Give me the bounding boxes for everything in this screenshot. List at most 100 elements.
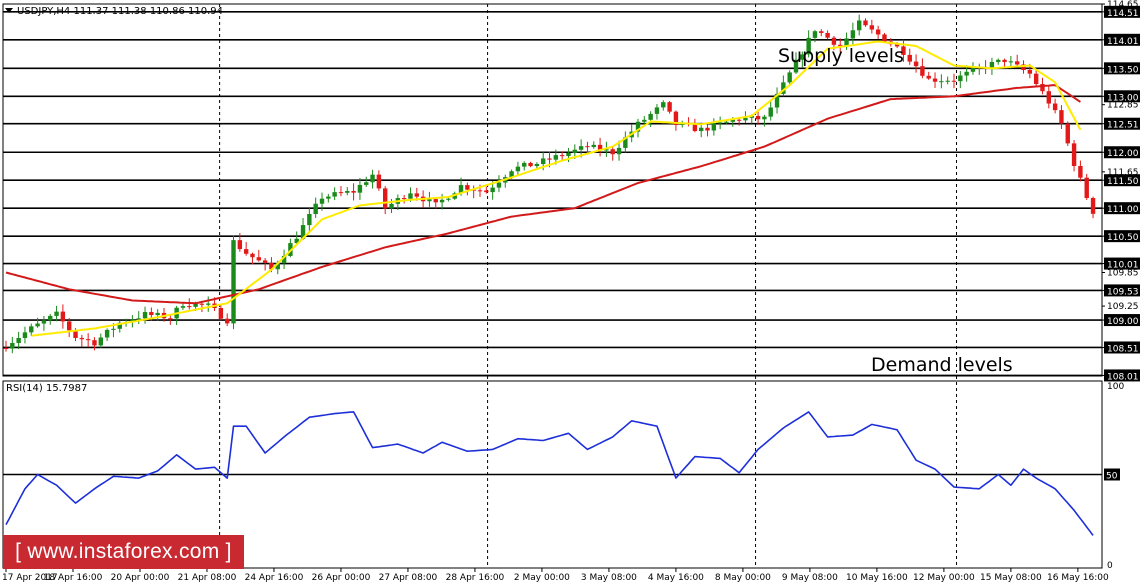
price-level-tag-label: 110.50 <box>1107 233 1139 243</box>
bull-candle <box>326 196 331 199</box>
bear-candle <box>149 312 154 316</box>
bear-candle <box>85 339 91 341</box>
bull-candle <box>724 121 729 123</box>
bear-candle <box>3 348 9 350</box>
price-level-tag-label: 112.51 <box>1107 121 1139 131</box>
bear-candle <box>262 260 268 263</box>
price-level-tag <box>1104 257 1140 270</box>
bull-candle <box>35 323 40 327</box>
price-level-tag-label: 108.51 <box>1107 344 1139 354</box>
rsi-level-tag-label: 50 <box>1106 472 1118 482</box>
time-tick-label: 28 Apr 16:00 <box>446 573 505 583</box>
price-level-tag-label: 108.01 <box>1107 372 1139 382</box>
fast-moving-average-line <box>31 40 1082 337</box>
rsi-pane-frame <box>2 380 1103 569</box>
bear-candle <box>1078 165 1083 178</box>
price-level-tag-label: 110.01 <box>1107 261 1139 271</box>
bull-candle <box>22 332 28 338</box>
watermark-text: [ www.instaforex.com ] <box>15 540 232 563</box>
bear-candle <box>477 190 483 192</box>
time-tick-label: 20 Apr 00:00 <box>111 573 170 583</box>
demand-levels-label: Demand levels <box>871 354 1013 376</box>
bear-candle <box>256 257 261 261</box>
bull-candle <box>774 93 780 108</box>
price-tick-label: 109.85 <box>1107 269 1139 279</box>
bear-candle <box>484 190 489 193</box>
bull-candle <box>964 71 969 76</box>
bull-candle <box>572 149 577 153</box>
price-level-tag <box>1104 174 1140 187</box>
bear-candle <box>1033 73 1039 85</box>
bull-candle <box>812 31 818 38</box>
bear-candle <box>250 253 255 258</box>
bear-candle <box>547 158 552 160</box>
level-lines-layer <box>3 11 1102 476</box>
price-level-tag-label: 114.01 <box>1107 37 1139 47</box>
time-tick-label: 18 Apr 16:00 <box>44 573 103 583</box>
price-level-tag <box>1104 117 1140 130</box>
bull-candle <box>155 312 160 316</box>
bull-candle <box>699 127 704 132</box>
bear-candle <box>920 66 925 76</box>
price-level-tag <box>1104 90 1140 103</box>
time-tick-label: 24 Apr 16:00 <box>245 573 304 583</box>
bull-candle <box>458 185 464 194</box>
symbol-header: USDJPY,H4 111.37 111.38 110.86 110.94 <box>17 6 223 17</box>
rsi-level-tag <box>1104 468 1120 481</box>
price-level-tag <box>1104 5 1140 18</box>
bear-candle <box>1065 123 1070 144</box>
bear-candle <box>913 61 919 67</box>
candles-layer <box>3 14 1096 354</box>
bear-candle <box>433 199 438 203</box>
collapse-triangle-icon[interactable] <box>5 8 13 13</box>
bull-candle <box>857 20 862 31</box>
bull-candle <box>180 306 186 308</box>
bull-candle <box>294 238 299 244</box>
bear-candle <box>92 340 97 346</box>
time-tick-label: 12 May 00:00 <box>913 573 975 583</box>
bear-candle <box>819 31 824 33</box>
bull-candle <box>281 255 287 264</box>
bear-candle <box>825 32 830 38</box>
bull-candle <box>806 37 811 55</box>
bull-candle <box>275 263 280 270</box>
price-level-tag-label: 112.00 <box>1107 149 1139 159</box>
bull-candle <box>654 107 660 114</box>
bull-candle <box>490 187 495 193</box>
price-level-tag-label: 114.51 <box>1107 9 1139 19</box>
bull-candle <box>743 117 748 121</box>
bear-candle <box>1071 143 1077 166</box>
separator-layer <box>219 4 958 568</box>
bull-candle <box>41 320 47 324</box>
bear-candle <box>755 115 761 120</box>
rsi-header: RSI(14) 15.7987 <box>6 383 87 394</box>
bear-candle <box>1040 84 1045 92</box>
bear-candle <box>932 78 938 82</box>
bull-candle <box>996 59 1001 63</box>
bull-candle <box>642 119 647 122</box>
bull-candle <box>439 199 445 203</box>
bear-candle <box>894 44 900 47</box>
bull-candle <box>970 67 976 72</box>
bull-candle <box>98 337 103 346</box>
bull-candle <box>800 54 805 60</box>
supply-levels-label: Supply levels <box>778 45 904 67</box>
frame-layer <box>2 3 1103 569</box>
bull-candle <box>939 81 944 83</box>
bull-candle <box>408 193 413 199</box>
bull-candle <box>111 328 116 330</box>
bear-candle <box>869 25 875 30</box>
bear-candle <box>383 188 388 209</box>
price-tick-label: 114.65 <box>1107 0 1139 10</box>
moving-averages-layer <box>5 40 1082 337</box>
bull-candle <box>768 107 773 117</box>
rsi-tick-label: 100 <box>1107 382 1124 392</box>
bull-candle <box>762 116 767 120</box>
bear-candle <box>838 44 843 47</box>
bear-candle <box>414 193 419 197</box>
bear-candle <box>187 306 192 308</box>
bear-candle <box>1059 110 1064 124</box>
time-tick-label: 15 May 08:00 <box>980 573 1042 583</box>
bear-candle <box>907 54 912 62</box>
